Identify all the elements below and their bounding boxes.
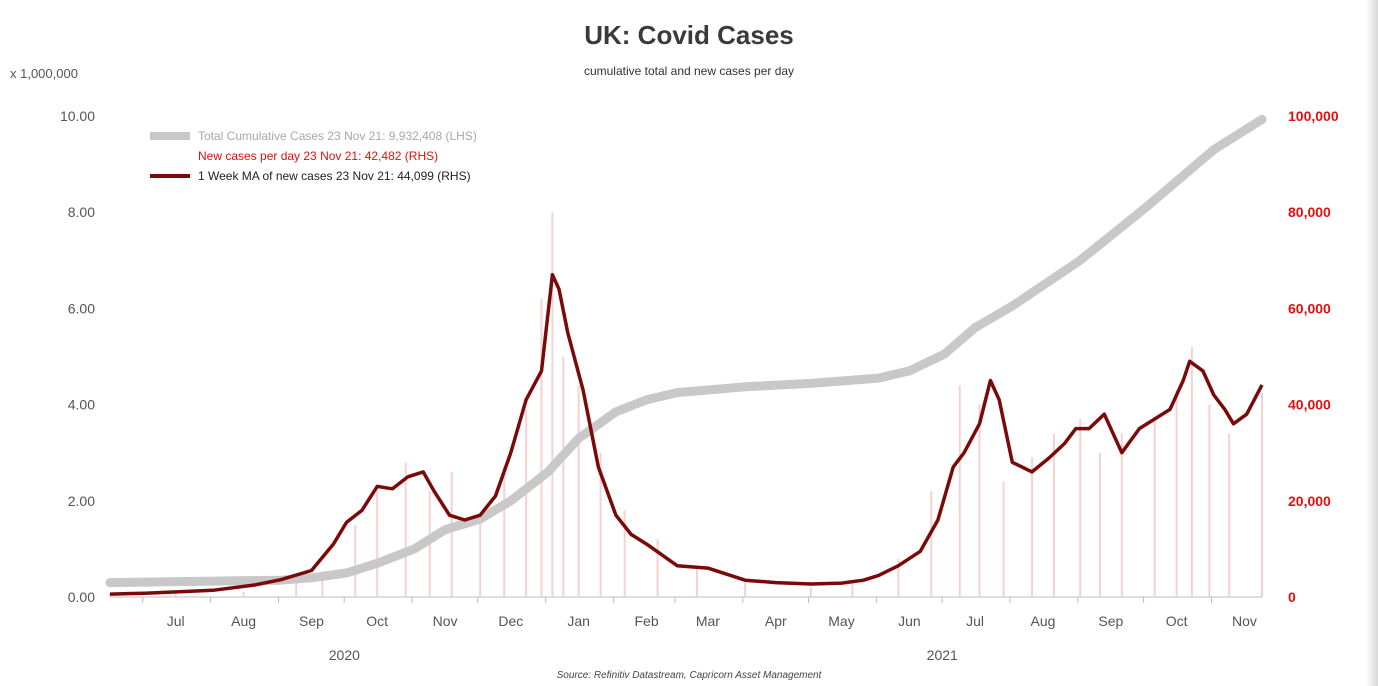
left-tick-label: 2.00 (68, 493, 95, 509)
x-year-label: 2021 (927, 647, 958, 663)
left-tick-label: 8.00 (68, 204, 95, 220)
right-tick-label: 0 (1288, 589, 1296, 605)
legend-item-ma: 1 Week MA of new cases 23 Nov 21: 44,099… (150, 166, 477, 186)
right-tick-label: 20,000 (1288, 493, 1331, 509)
x-tick-label: Jan (567, 613, 590, 629)
x-tick-label: Jun (898, 613, 921, 629)
x-tick-label: Apr (765, 613, 787, 629)
plot-area (105, 114, 1267, 597)
x-axis: Jul Aug Sep Oct Nov Dec Jan Feb Mar Apr May Jun Jul A… (142, 597, 1257, 663)
x-tick-label: Sep (1098, 613, 1123, 629)
left-axis: 0.00 2.00 4.00 6.00 8.00 10.00 (60, 108, 95, 605)
x-tick-label: Aug (231, 613, 256, 629)
x-tick-label: Mar (696, 613, 720, 629)
legend-label-daily: New cases per day 23 Nov 21: 42,482 (RHS… (198, 149, 439, 163)
left-tick-label: 10.00 (60, 108, 95, 124)
x-tick-label: Jul (966, 613, 984, 629)
legend-label-cumulative: Total Cumulative Cases 23 Nov 21: 9,932,… (198, 129, 477, 143)
left-tick-label: 4.00 (68, 397, 95, 413)
legend-item-daily: New cases per day 23 Nov 21: 42,482 (RHS… (150, 146, 477, 166)
x-tick-label: Feb (635, 613, 659, 629)
left-axis-units: x 1,000,000 (10, 66, 78, 81)
legend-swatch-cumulative (150, 132, 190, 140)
left-tick-label: 0.00 (68, 589, 95, 605)
right-tick-label: 40,000 (1288, 397, 1331, 413)
chart-subtitle: cumulative total and new cases per day (583, 64, 795, 78)
x-tick-label: Nov (433, 613, 458, 629)
right-tick-label: 100,000 (1288, 108, 1339, 124)
legend-label-ma: 1 Week MA of new cases 23 Nov 21: 44,099… (198, 169, 471, 183)
x-tick-label: Oct (366, 613, 388, 629)
x-tick-label: Nov (1232, 613, 1257, 629)
source-note: Source: Refinitiv Datastream, Capricorn … (556, 670, 822, 681)
x-year-label: 2020 (329, 647, 360, 663)
x-tick-label: Dec (498, 613, 523, 629)
legend-item-cumulative: Total Cumulative Cases 23 Nov 21: 9,932,… (150, 126, 477, 146)
x-tick-label: Sep (299, 613, 324, 629)
cumulative-cases-line (105, 114, 1267, 588)
x-tick-label: Oct (1166, 613, 1188, 629)
legend-swatch-daily (150, 152, 190, 160)
x-tick-label: Aug (1031, 613, 1056, 629)
legend: Total Cumulative Cases 23 Nov 21: 9,932,… (150, 126, 477, 186)
moving-average-line (109, 272, 1264, 596)
right-axis: 0 20,000 40,000 60,000 80,000 100,000 (1288, 108, 1339, 605)
page-shadow (1366, 0, 1378, 686)
chart-title: UK: Covid Cases (584, 20, 794, 50)
right-tick-label: 80,000 (1288, 204, 1331, 220)
x-tick-label: Jul (167, 613, 185, 629)
left-tick-label: 6.00 (68, 300, 95, 316)
right-tick-label: 60,000 (1288, 300, 1331, 316)
legend-swatch-ma (150, 174, 190, 178)
x-tick-label: May (828, 613, 854, 629)
